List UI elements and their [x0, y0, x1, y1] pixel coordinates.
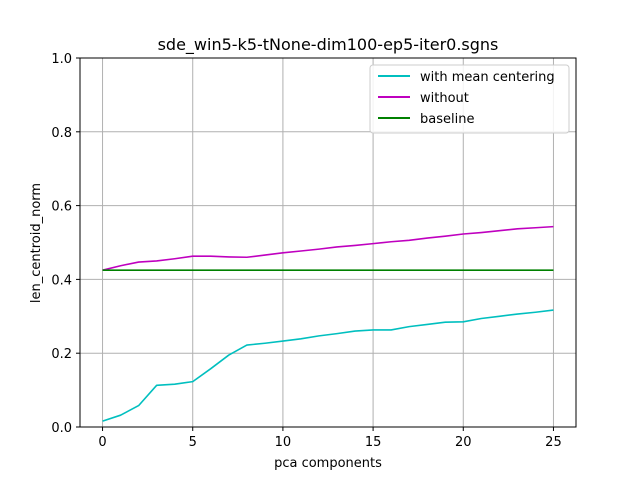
y-tick-label: 0.2 [51, 347, 72, 362]
x-tick-label: 0 [98, 435, 106, 450]
y-axis-label: len_centroid_norm [29, 183, 44, 303]
plot-area-frame [79, 57, 577, 428]
legend-label-with-mean-centering: with mean centering [420, 70, 555, 85]
series-line-with-mean-centering [102, 309, 554, 422]
y-tick-label: 0.0 [51, 421, 72, 436]
y-tick-label: 0.6 [51, 200, 72, 215]
legend-box [369, 64, 570, 134]
legend-label-without: without [420, 91, 469, 106]
legend: with mean centering without baseline [369, 64, 570, 134]
x-tick-label: 5 [189, 435, 197, 450]
x-tick-label: 10 [275, 435, 292, 450]
x-tick-label: 15 [365, 435, 382, 450]
x-axis-label: pca components [274, 456, 382, 471]
chart-title: sde_win5-k5-tNone-dim100-ep5-iter0.sgns [158, 35, 499, 55]
axis-ticks: 0 5 10 15 20 25 0.0 0.2 0.4 0.6 0.8 1.0 [51, 52, 561, 450]
y-tick-label: 0.8 [51, 126, 72, 141]
y-tick-label: 1.0 [51, 52, 72, 67]
legend-label-baseline: baseline [420, 112, 474, 127]
x-tick-label: 25 [545, 435, 562, 450]
x-tick-label: 20 [455, 435, 472, 450]
series-lines [102, 225, 554, 422]
series-line-without [102, 225, 554, 271]
y-tick-label: 0.4 [51, 273, 72, 288]
